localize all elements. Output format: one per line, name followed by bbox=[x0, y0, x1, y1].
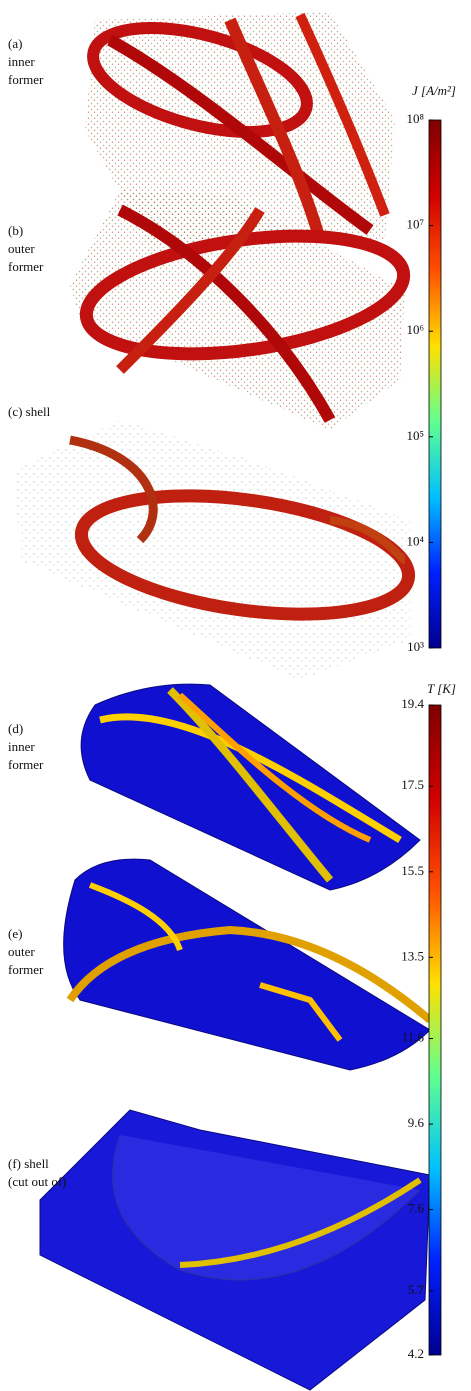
colorbar-tick-label: 9.6 bbox=[408, 1115, 425, 1130]
colorbar-tick-label: 10⁸ bbox=[406, 111, 424, 126]
panel-label: (b) bbox=[8, 223, 23, 238]
render-f bbox=[40, 1110, 430, 1390]
panel-label: (e) bbox=[8, 926, 22, 941]
panel-label: inner bbox=[8, 739, 35, 754]
colorbar-tick-label: 4.2 bbox=[408, 1346, 424, 1361]
render-e bbox=[64, 859, 430, 1070]
colorbar-tick-label: 7.6 bbox=[408, 1201, 425, 1216]
panel-label: former bbox=[8, 72, 44, 87]
colorbar-tick-label: 10⁴ bbox=[406, 533, 424, 548]
colorbar-tick-label: 13.5 bbox=[401, 948, 424, 963]
panel-label: former bbox=[8, 757, 44, 772]
colorbar-tick-label: 5.7 bbox=[408, 1282, 425, 1297]
panel-label: (cut out of) bbox=[8, 1174, 66, 1189]
colorbar-tick-label: 17.5 bbox=[401, 777, 424, 792]
panel-label: (f) shell bbox=[8, 1156, 49, 1171]
colorbar-tick-label: 11.6 bbox=[402, 1030, 425, 1045]
panel-label: (a) bbox=[8, 36, 22, 51]
colorbar-tick-label: 10⁶ bbox=[406, 322, 424, 337]
figure: (a) inner former (b) outer former (c) shell (d)… bbox=[0, 0, 471, 1391]
colorbar-tick-label: 10⁵ bbox=[406, 428, 424, 443]
colorbar-title: T [K] bbox=[427, 681, 456, 696]
colorbar-tick-label: 10³ bbox=[407, 639, 424, 654]
panel-label: inner bbox=[8, 54, 35, 69]
panel-label: (c) shell bbox=[8, 404, 51, 419]
render-c bbox=[15, 420, 416, 680]
colorbar bbox=[429, 120, 441, 648]
colorbar-tick-label: 10⁷ bbox=[406, 217, 424, 232]
colorbar bbox=[429, 705, 441, 1355]
panel-label: former bbox=[8, 259, 44, 274]
panel-label: outer bbox=[8, 241, 35, 256]
colorbar-tick-label: 15.5 bbox=[401, 863, 424, 878]
panel-label: (d) bbox=[8, 721, 23, 736]
colorbar-title: J [A/m²] bbox=[412, 83, 456, 98]
panel-label: outer bbox=[8, 944, 35, 959]
panel-label: former bbox=[8, 962, 44, 977]
colorbar-tick-label: 19.4 bbox=[401, 696, 424, 711]
